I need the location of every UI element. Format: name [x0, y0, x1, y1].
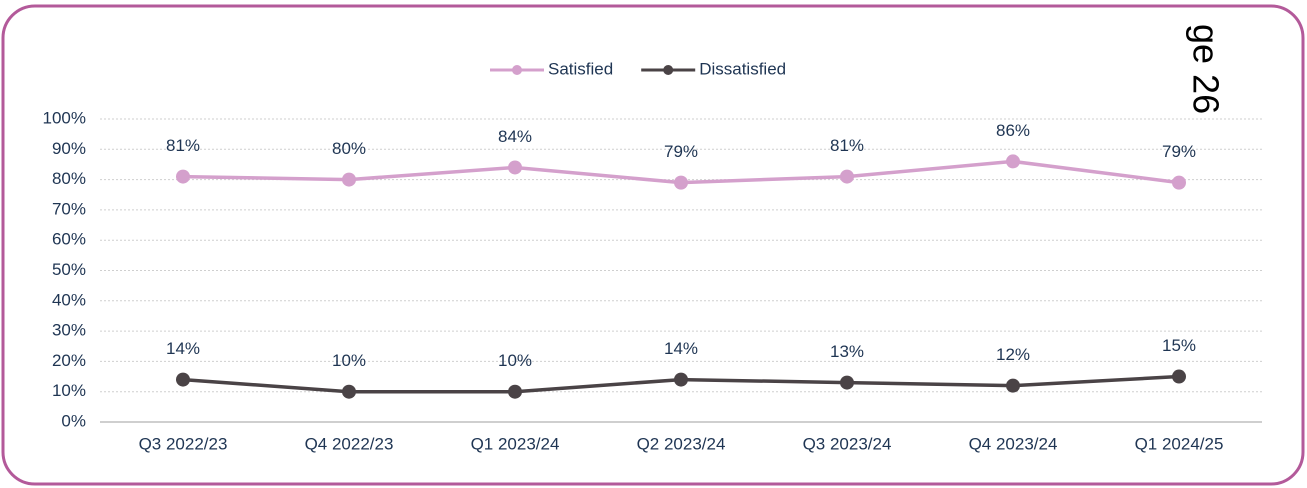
data-label: 79% — [664, 142, 698, 161]
point — [508, 384, 522, 399]
legend-label: Dissatisfied — [699, 59, 786, 78]
point — [674, 175, 688, 190]
data-label: 79% — [1162, 142, 1196, 161]
x-tick-label: Q3 2023/24 — [803, 434, 892, 453]
data-label: 80% — [332, 139, 366, 158]
point — [1172, 175, 1186, 190]
x-tick-label: Q4 2023/24 — [969, 434, 1058, 453]
y-tick-label: 50% — [52, 260, 86, 279]
point — [840, 375, 854, 390]
x-tick-label: Q1 2023/24 — [471, 434, 560, 453]
point — [840, 169, 854, 184]
y-tick-label: 0% — [61, 411, 86, 430]
x-tick-label: Q3 2022/23 — [139, 434, 228, 453]
x-tick-label: Q1 2024/25 — [1135, 434, 1224, 453]
point — [342, 384, 356, 399]
point — [342, 172, 356, 187]
point — [1006, 154, 1020, 169]
data-label: 10% — [498, 351, 532, 370]
y-tick-label: 60% — [52, 230, 86, 249]
x-tick-label: Q4 2022/23 — [305, 434, 394, 453]
legend-marker — [512, 65, 522, 75]
x-tick-label: Q2 2023/24 — [637, 434, 726, 453]
y-tick-label: 10% — [52, 381, 86, 400]
legend-marker — [663, 65, 674, 75]
y-tick-label: 80% — [52, 169, 86, 188]
y-tick-label: 30% — [52, 321, 86, 340]
data-label: 81% — [166, 136, 200, 155]
data-label: 84% — [498, 127, 532, 146]
point — [1172, 369, 1186, 384]
data-label: 14% — [664, 339, 698, 358]
y-tick-label: 70% — [52, 199, 86, 218]
data-label: 10% — [332, 351, 366, 370]
frame — [1, 4, 1305, 486]
point — [674, 372, 688, 387]
data-label: 81% — [830, 136, 864, 155]
point — [176, 372, 190, 387]
data-label: 12% — [996, 345, 1030, 364]
point — [176, 169, 190, 184]
data-label: 15% — [1162, 336, 1196, 355]
data-label: 13% — [830, 342, 864, 361]
y-tick-label: 20% — [52, 351, 86, 370]
data-label: 86% — [996, 121, 1030, 140]
y-tick-label: 90% — [52, 139, 86, 158]
point — [508, 160, 522, 175]
y-tick-label: 100% — [43, 108, 86, 127]
legend-label: Satisfied — [548, 59, 613, 78]
page-label: ge 26 — [1185, 24, 1226, 114]
y-tick-label: 40% — [52, 290, 86, 309]
data-label: 14% — [166, 339, 200, 358]
point — [1006, 378, 1020, 393]
